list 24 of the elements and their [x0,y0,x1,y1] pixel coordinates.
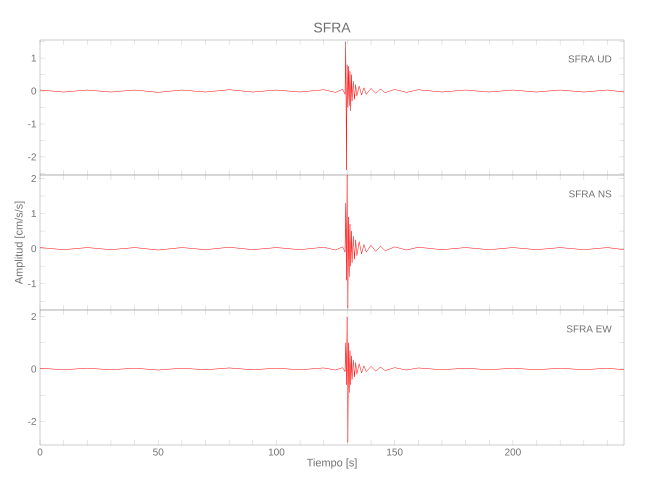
y-tick-label: 2 [31,175,36,182]
x-tick-label: 100 [268,448,284,456]
x-axis-title: Tiempo [s] [306,458,357,469]
y-axis-title: Amplitud [cm/s/s] [14,202,25,284]
y-tick-label: 2 [31,313,36,320]
y-tick-label: 1 [32,210,36,217]
y-tick-label: -2 [28,418,36,425]
x-tick-label: 150 [387,448,403,456]
y-tick-label: 0 [31,365,36,372]
line-series [40,41,624,170]
y-tick-label: 1 [32,54,36,62]
y-tick-label: -2 [28,153,36,160]
line-series [40,316,624,443]
x-tick-label: 50 [153,448,164,456]
chart-title: SFRA [314,22,351,33]
y-tick-label: 0 [31,245,36,252]
annotation: SFRA NS [569,190,612,198]
y-tick-label: 0 [31,88,36,95]
annotation: SFRA EW [566,325,612,332]
y-tick-label: -1 [28,120,36,128]
x-tick-label: 200 [505,448,521,456]
x-tick-label: 0 [38,448,42,456]
y-tick-label: -1 [28,280,36,288]
annotation: SFRA UD [568,55,612,62]
